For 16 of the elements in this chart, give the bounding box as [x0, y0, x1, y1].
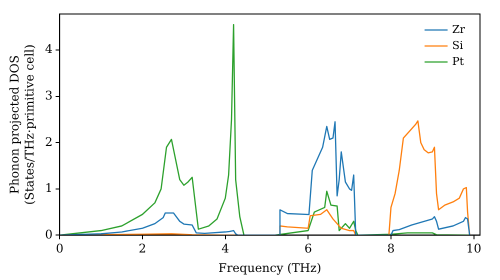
x-tick-label: 10 — [466, 242, 482, 256]
legend-label: Zr — [452, 22, 466, 36]
y-tick-label: 3 — [44, 88, 53, 102]
x-tick-label: 0 — [56, 242, 64, 256]
y-tick-label: 1 — [44, 181, 53, 196]
y-tick-label: 2 — [44, 134, 53, 149]
y-tick-label: 0 — [44, 227, 53, 242]
x-tick-label: 6 — [304, 242, 312, 256]
x-tick-label: 8 — [387, 242, 395, 256]
x-axis-title: Frequency (THz) — [218, 260, 322, 275]
y-tick-label: 4 — [44, 42, 53, 56]
x-tick-label: 4 — [221, 242, 230, 256]
x-tick-label: 2 — [138, 242, 146, 256]
legend-label: Pt — [452, 54, 464, 68]
legend-label: Si — [452, 38, 464, 52]
y-axis-title: Phonon projected DOS (States/THz·primitive cell) — [8, 44, 37, 205]
